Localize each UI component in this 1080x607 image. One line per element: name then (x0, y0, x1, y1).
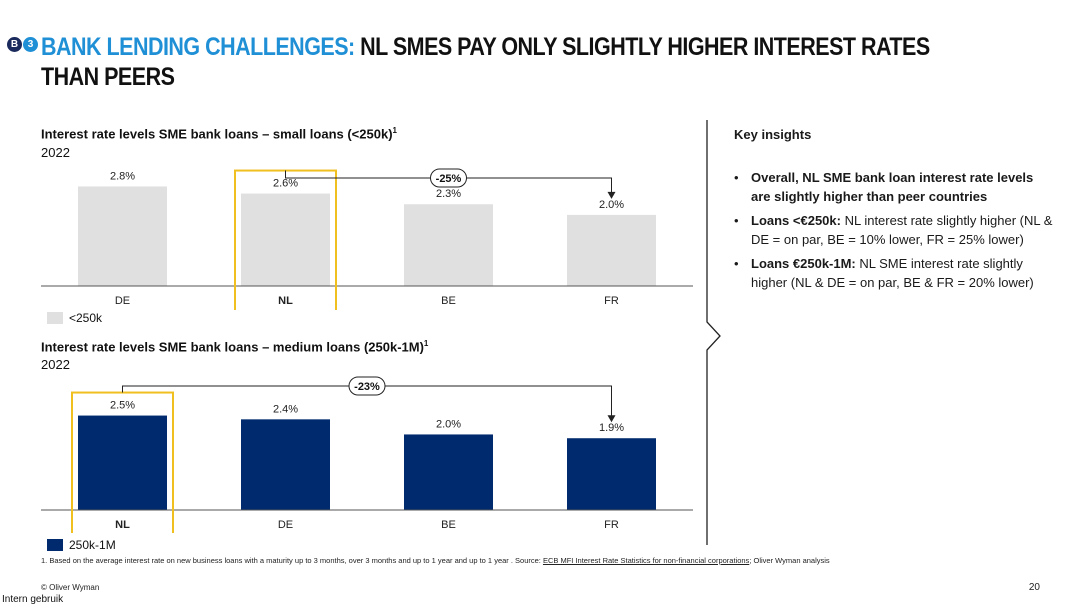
footnote: 1. Based on the average interest rate on… (41, 556, 830, 565)
bar-fr (567, 438, 656, 510)
insights-list: Overall, NL SME bank loan interest rate … (734, 168, 1054, 297)
category-label-be: BE (441, 295, 456, 307)
page-title-line2: THAN PEERS (41, 63, 175, 91)
category-label-de: DE (278, 519, 293, 531)
bar-de (241, 419, 330, 510)
chart2-legend-label: 250k-1M (69, 538, 116, 552)
value-label-nl: 2.5% (110, 400, 135, 412)
section-badge-number: 3 (23, 37, 38, 52)
bar-de (78, 186, 167, 286)
section-divider (706, 120, 721, 545)
page-title-accent: BANK LENDING CHALLENGES: (41, 33, 355, 61)
bar-nl (78, 415, 167, 510)
value-label-be: 2.0% (436, 418, 461, 430)
insights-title: Key insights (734, 127, 812, 142)
value-label-de: 2.8% (110, 170, 135, 182)
category-label-fr: FR (604, 519, 619, 531)
source-link[interactable]: ECB MFI Interest Rate Statistics for non… (542, 556, 750, 565)
bar-fr (567, 214, 656, 286)
page-title-line1: NL SMES PAY ONLY SLIGHTLY HIGHER INTERES… (354, 33, 930, 61)
annotation-pill (430, 168, 467, 188)
insight-item: Loans €250k-1M: NL SME interest rate sli… (734, 254, 1054, 292)
chart1-title: Interest rate levels SME bank loans – sm… (41, 126, 397, 142)
chart2-legend-swatch (47, 539, 63, 551)
chart1-legend: <250k (47, 311, 102, 325)
value-label-be: 2.3% (436, 188, 461, 200)
page-title: BANK LENDING CHALLENGES: NL SMES PAY ONL… (41, 32, 930, 92)
chart1-legend-swatch (47, 312, 63, 324)
bar-be (404, 434, 493, 510)
chart2-legend: 250k-1M (47, 538, 116, 552)
insight-item: Overall, NL SME bank loan interest rate … (734, 168, 1054, 206)
annotation-arrowhead (607, 191, 616, 199)
value-label-de: 2.4% (273, 403, 298, 415)
chart-medium-loans: 2.5% NL 2.4% DE 2.0% BE 1.9% FR -23% (41, 376, 693, 533)
category-label-nl: NL (115, 519, 130, 531)
chart-small-loans: 2.8% DE 2.6% NL 2.3% BE 2.0% FR -25% (41, 168, 693, 310)
annotation-label: -23% (354, 381, 380, 393)
insight-item: Loans <€250k: NL interest rate slightly … (734, 211, 1054, 249)
annotation-pill (348, 376, 386, 396)
bar-be (404, 204, 493, 286)
page-number: 20 (1028, 582, 1040, 593)
chart2-subtitle: 2022 (41, 357, 70, 372)
annotation-label: -25% (436, 173, 462, 185)
classification-label: Intern gebruik (2, 594, 64, 605)
category-label-be: BE (441, 519, 456, 531)
section-badge-letter: B (7, 37, 22, 52)
chart1-legend-label: <250k (69, 311, 103, 325)
chart2-title: Interest rate levels SME bank loans – me… (41, 339, 429, 355)
category-label-de: DE (115, 295, 130, 307)
category-label-nl: NL (278, 295, 293, 307)
chart1-subtitle: 2022 (41, 145, 70, 160)
value-label-nl: 2.6% (273, 178, 298, 190)
annotation-arrowhead (607, 415, 616, 423)
value-label-fr: 1.9% (599, 422, 624, 434)
category-label-fr: FR (604, 295, 619, 307)
value-label-fr: 2.0% (599, 199, 624, 211)
copyright: © Oliver Wyman (41, 583, 100, 592)
bar-nl (241, 193, 330, 286)
